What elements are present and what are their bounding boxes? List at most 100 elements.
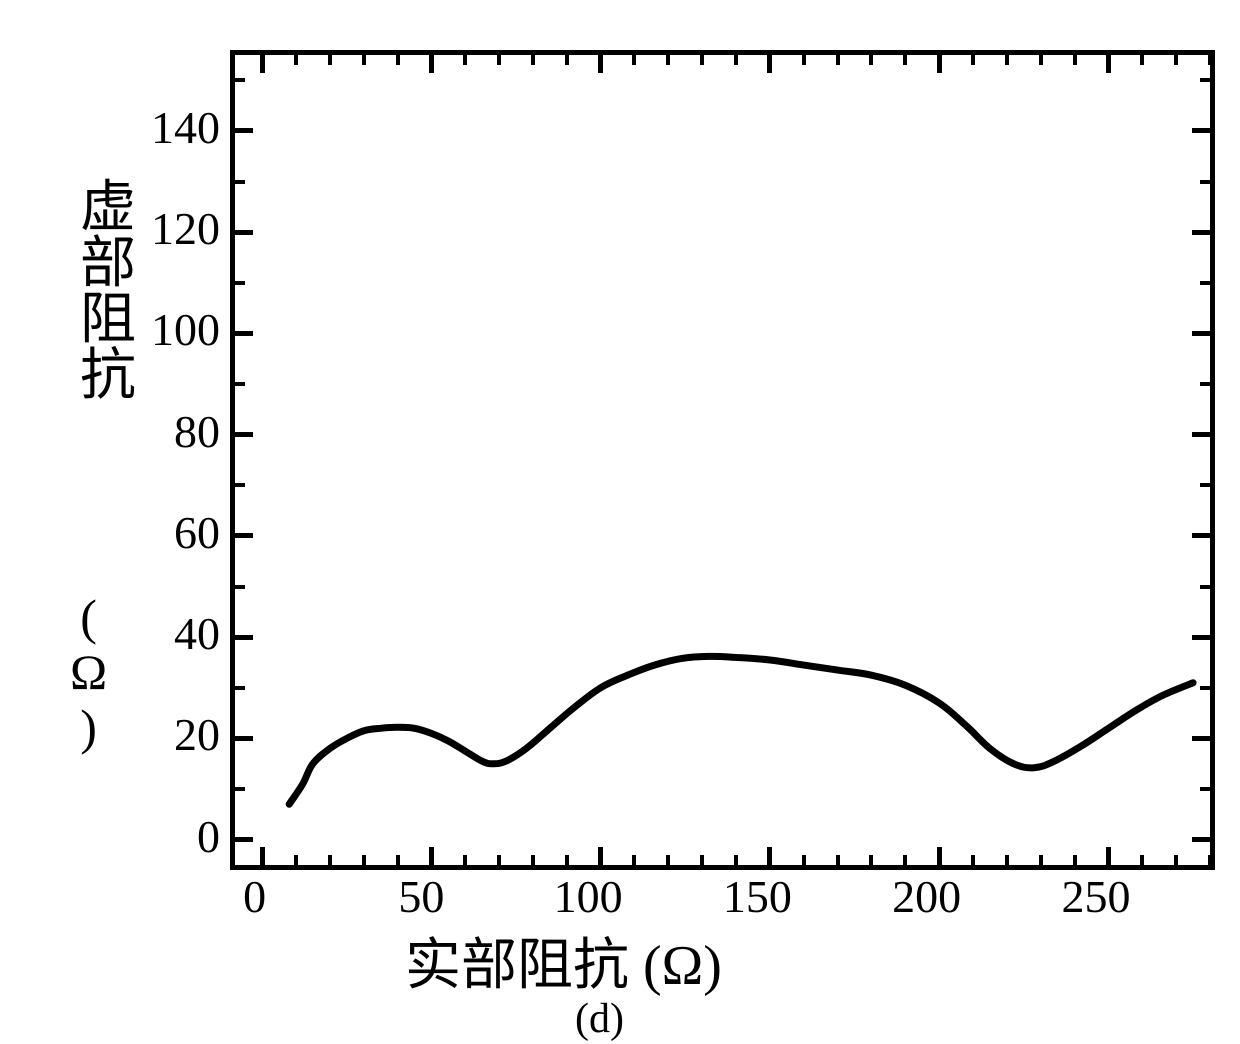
x-tick-label: 150 bbox=[723, 870, 792, 923]
y-tick-minor bbox=[235, 281, 245, 285]
x-tick-minor-top bbox=[1140, 55, 1144, 65]
x-tick-minor bbox=[328, 855, 332, 865]
y-axis-unit: ( Ω ) bbox=[70, 590, 107, 755]
y-unit-char-2: ) bbox=[70, 700, 107, 755]
y-label-char-3: 抗 bbox=[80, 348, 136, 404]
x-tick-minor-top bbox=[734, 55, 738, 65]
y-tick-minor-right bbox=[1200, 180, 1210, 184]
x-tick-minor-top bbox=[869, 55, 873, 65]
y-tick-major-right bbox=[1192, 533, 1210, 538]
y-tick-major-right bbox=[1192, 635, 1210, 640]
x-tick-minor bbox=[1073, 855, 1077, 865]
y-tick-label: 140 bbox=[151, 101, 220, 154]
x-tick-minor bbox=[463, 855, 467, 865]
x-tick-minor-top bbox=[531, 55, 535, 65]
y-tick-label: 40 bbox=[174, 607, 220, 660]
x-tick-minor-top bbox=[328, 55, 332, 65]
x-tick-minor-top bbox=[463, 55, 467, 65]
y-tick-major bbox=[235, 432, 253, 437]
y-tick-minor-right bbox=[1200, 382, 1210, 386]
x-tick-minor-top bbox=[802, 55, 806, 65]
x-tick-minor-top bbox=[1039, 55, 1043, 65]
x-tick-label: 250 bbox=[1061, 870, 1130, 923]
subplot-label: (d) bbox=[575, 995, 624, 1043]
y-tick-minor bbox=[235, 483, 245, 487]
x-tick-minor bbox=[1174, 855, 1178, 865]
y-tick-label: 120 bbox=[151, 202, 220, 255]
y-tick-minor bbox=[235, 686, 245, 690]
x-tick-minor-top bbox=[903, 55, 907, 65]
y-tick-major-right bbox=[1192, 230, 1210, 235]
y-label-char-0: 虚 bbox=[80, 180, 136, 236]
x-tick-label: 50 bbox=[398, 870, 444, 923]
impedance-curve bbox=[235, 55, 1210, 865]
x-tick-minor-top bbox=[700, 55, 704, 65]
chart-plot-area bbox=[230, 50, 1215, 870]
y-tick-label: 80 bbox=[174, 405, 220, 458]
x-tick-label: 0 bbox=[243, 870, 266, 923]
y-label-char-2: 阻 bbox=[80, 292, 136, 348]
x-tick-minor-top bbox=[1174, 55, 1178, 65]
x-tick-minor-top bbox=[497, 55, 501, 65]
x-tick-major bbox=[429, 847, 434, 865]
x-tick-minor bbox=[396, 855, 400, 865]
y-tick-minor bbox=[235, 382, 245, 386]
y-tick-minor-right bbox=[1200, 787, 1210, 791]
y-tick-major bbox=[235, 230, 253, 235]
x-tick-minor bbox=[1039, 855, 1043, 865]
y-tick-minor-right bbox=[1200, 78, 1210, 82]
y-tick-minor bbox=[235, 585, 245, 589]
x-tick-minor bbox=[531, 855, 535, 865]
x-tick-minor bbox=[971, 855, 975, 865]
x-tick-minor-top bbox=[1005, 55, 1009, 65]
x-tick-minor bbox=[734, 855, 738, 865]
x-tick-major bbox=[260, 847, 265, 865]
x-tick-major-top bbox=[260, 55, 265, 73]
x-tick-minor-top bbox=[294, 55, 298, 65]
y-unit-char-0: ( bbox=[70, 590, 107, 645]
y-tick-minor bbox=[235, 78, 245, 82]
x-tick-minor bbox=[700, 855, 704, 865]
x-tick-minor-top bbox=[1073, 55, 1077, 65]
x-tick-major-top bbox=[429, 55, 434, 73]
x-axis-label: 实部阻抗 (Ω) bbox=[405, 920, 722, 1001]
y-tick-major bbox=[235, 331, 253, 336]
x-tick-minor bbox=[869, 855, 873, 865]
x-tick-major-top bbox=[767, 55, 772, 73]
x-tick-minor-top bbox=[362, 55, 366, 65]
y-tick-major bbox=[235, 736, 253, 741]
y-tick-minor-right bbox=[1200, 483, 1210, 487]
x-tick-minor bbox=[666, 855, 670, 865]
y-tick-major bbox=[235, 128, 253, 133]
y-label-char-1: 部 bbox=[80, 236, 136, 292]
y-tick-minor bbox=[235, 180, 245, 184]
x-tick-minor bbox=[1208, 855, 1212, 865]
y-tick-major bbox=[235, 533, 253, 538]
y-axis-label: 虚 部 阻 抗 bbox=[80, 180, 136, 404]
y-tick-major bbox=[235, 837, 253, 842]
x-tick-minor bbox=[903, 855, 907, 865]
y-tick-label: 20 bbox=[174, 708, 220, 761]
x-tick-minor bbox=[802, 855, 806, 865]
y-tick-major-right bbox=[1192, 331, 1210, 336]
x-tick-label: 200 bbox=[892, 870, 961, 923]
x-tick-minor bbox=[294, 855, 298, 865]
x-tick-major bbox=[598, 847, 603, 865]
y-tick-major-right bbox=[1192, 128, 1210, 133]
x-tick-major bbox=[767, 847, 772, 865]
x-tick-minor-top bbox=[632, 55, 636, 65]
x-tick-minor-top bbox=[1208, 55, 1212, 65]
x-tick-minor-top bbox=[565, 55, 569, 65]
x-tick-major-top bbox=[1106, 55, 1111, 73]
y-tick-label: 60 bbox=[174, 506, 220, 559]
x-tick-minor bbox=[632, 855, 636, 865]
y-tick-minor-right bbox=[1200, 686, 1210, 690]
x-tick-minor bbox=[1005, 855, 1009, 865]
y-tick-major-right bbox=[1192, 837, 1210, 842]
x-tick-minor bbox=[1140, 855, 1144, 865]
x-tick-major bbox=[937, 847, 942, 865]
x-tick-minor bbox=[362, 855, 366, 865]
x-tick-minor bbox=[497, 855, 501, 865]
y-tick-major-right bbox=[1192, 736, 1210, 741]
x-tick-minor bbox=[836, 855, 840, 865]
